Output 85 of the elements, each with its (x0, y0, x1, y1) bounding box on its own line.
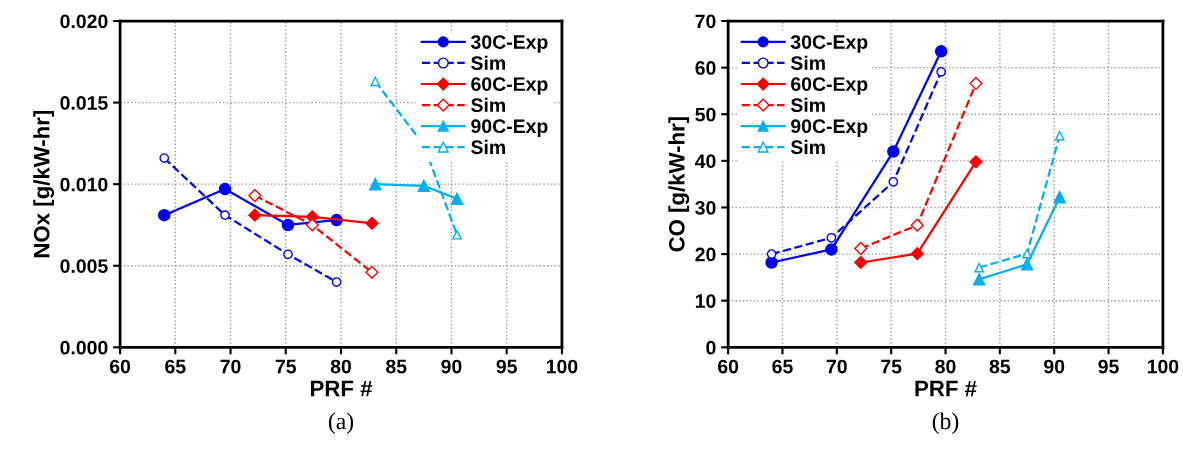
x-tick-label: 100 (1147, 359, 1179, 374)
x-tick-label: 95 (1098, 359, 1119, 374)
point (365, 216, 379, 230)
point (1054, 130, 1065, 141)
point (969, 76, 983, 91)
y-tick-label: 0.020 (60, 14, 108, 29)
point (452, 229, 462, 240)
legend-label: 90C-Exp (471, 119, 548, 137)
point (370, 76, 381, 87)
y-axis-title: NOx [g/kW-hr] (33, 110, 55, 258)
y-tick-label: 0.005 (60, 259, 108, 273)
x-tick-label: 60 (718, 359, 739, 374)
legend-label: 30C-Exp (790, 35, 868, 53)
point (934, 45, 948, 58)
y-tick-label: 50 (695, 107, 716, 122)
point (305, 218, 319, 232)
point (417, 179, 431, 193)
x-tick-label: 65 (165, 359, 186, 374)
text: (a) (328, 412, 354, 434)
y-tick-label: 30 (695, 200, 716, 215)
y-tick-label: 0.010 (60, 177, 108, 192)
legend-label: 60C-Exp (791, 77, 868, 95)
legend-label: 90C-Exp (791, 119, 868, 137)
x-tick-label: 60 (109, 359, 131, 374)
x-tick-label: 75 (881, 359, 902, 374)
x-tick-label: 70 (826, 359, 847, 374)
legend-label: Sim (790, 55, 825, 70)
legend-label: Sim (790, 97, 825, 113)
legend-label: Sim (471, 97, 505, 113)
y-tick-label: 10 (695, 294, 716, 308)
point (766, 249, 777, 259)
point (158, 208, 171, 222)
point (969, 155, 983, 169)
point (888, 176, 899, 187)
point (365, 265, 379, 279)
y-tick-label: 20 (695, 247, 716, 262)
y-tick-label: 0.000 (60, 340, 108, 355)
x-axis-title: PRF # (311, 380, 373, 397)
x-tick-label: 70 (220, 359, 241, 374)
x-tick-label: 85 (989, 359, 1011, 374)
point (450, 192, 464, 206)
x-tick-label: 90 (441, 359, 462, 374)
point (248, 208, 262, 222)
point (220, 210, 230, 221)
point (910, 247, 924, 261)
point (331, 277, 342, 287)
x-tick-label: 100 (546, 359, 578, 374)
x-tick-label: 80 (935, 359, 956, 374)
point (825, 243, 838, 256)
x-tick-label: 90 (1044, 359, 1065, 374)
point (910, 218, 924, 232)
point (936, 66, 947, 77)
text: (b) (932, 412, 959, 434)
legend-label: Sim (471, 139, 505, 155)
point (854, 255, 868, 270)
point (854, 241, 868, 256)
y-tick-label: 40 (695, 154, 716, 169)
point (281, 218, 295, 232)
point (972, 273, 986, 286)
x-tick-label: 95 (496, 359, 517, 374)
legend-label: 30C-Exp (470, 35, 548, 53)
x-axis-title: PRF # (915, 380, 977, 397)
point (1053, 190, 1066, 204)
legend-label: 60C-Exp (471, 77, 548, 95)
y-tick-label: 60 (695, 61, 716, 75)
point (974, 262, 985, 273)
x-tick-label: 85 (386, 359, 407, 374)
point (826, 232, 837, 243)
y-tick-label: 0 (706, 340, 716, 355)
point (368, 177, 382, 191)
point (248, 189, 262, 203)
point (283, 249, 293, 260)
y-tick-label: 70 (695, 14, 716, 29)
x-tick-label: 65 (772, 359, 793, 374)
x-tick-label: 75 (275, 359, 297, 374)
x-tick-label: 80 (330, 359, 352, 374)
point (1022, 248, 1032, 259)
y-axis-title: CO [g/kW-hr] (668, 117, 690, 252)
legend-label: Sim (471, 55, 505, 70)
point (1020, 258, 1034, 271)
legend-label: Sim (790, 139, 825, 155)
point (887, 145, 900, 158)
y-tick-label: 0.015 (60, 96, 108, 110)
point (159, 153, 170, 163)
point (218, 182, 232, 196)
